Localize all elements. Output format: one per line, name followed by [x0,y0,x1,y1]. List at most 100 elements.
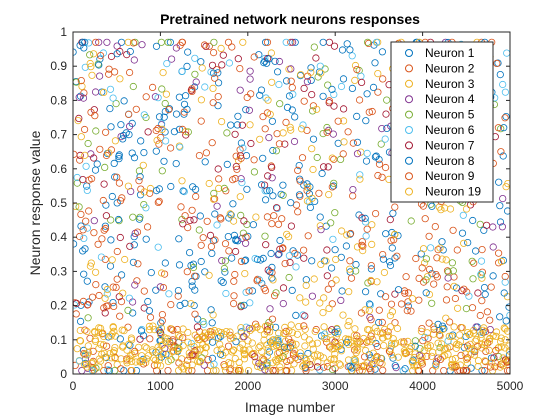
data-point [323,128,331,136]
data-point [456,337,465,345]
data-point [368,240,376,248]
data-point [109,323,117,332]
data-point [501,356,509,364]
data-point [84,314,92,322]
data-point [157,336,165,344]
data-point [320,323,328,331]
data-point [379,255,387,263]
data-point [92,38,100,46]
data-point [75,93,83,101]
data-point [444,268,452,276]
data-point [250,53,258,61]
data-point [204,330,212,338]
data-point [434,320,442,328]
data-point [120,326,128,335]
data-point [211,236,219,244]
data-point [349,139,357,147]
data-point [401,348,409,357]
data-point [136,213,144,221]
data-point [346,229,355,238]
data-point [209,311,217,319]
data-point [451,294,459,303]
data-point [183,268,191,276]
data-point [108,256,116,264]
data-point [391,203,399,211]
data-point [312,54,320,62]
data-point [256,135,264,143]
data-point [453,246,461,254]
data-point [197,96,205,104]
data-point [456,361,464,369]
data-point [178,177,186,185]
data-point [449,267,457,275]
data-point [274,220,283,228]
data-point [263,38,272,46]
data-point [367,265,375,273]
data-point [108,192,116,201]
data-point [377,354,385,362]
data-point [140,188,148,196]
data-point [169,347,177,356]
data-point [383,124,391,132]
data-point [319,38,327,46]
data-point [338,46,347,54]
data-point [386,216,394,224]
data-point [233,165,241,173]
data-point [188,206,196,214]
data-point [204,355,212,364]
data-point [411,350,419,358]
data-point [387,237,395,245]
data-point [260,336,268,344]
data-point [224,233,232,241]
data-point [90,217,98,225]
data-point [274,334,282,343]
data-point [140,111,148,119]
data-point [328,154,336,162]
data-point [496,202,504,210]
data-point [214,165,222,173]
data-point [367,276,375,285]
data-point [486,325,494,334]
data-point [131,281,139,289]
data-point [101,163,109,171]
data-point [270,292,279,300]
data-point [440,345,448,354]
data-point [155,113,164,121]
data-point [358,241,366,249]
data-point [230,346,238,354]
data-point [303,78,311,86]
data-point [83,277,91,285]
data-point [379,366,387,374]
data-point [91,327,99,336]
data-point [420,346,428,354]
data-point [255,51,263,59]
data-point [142,204,150,212]
data-point [230,292,238,300]
data-point [124,182,132,190]
data-point [114,215,123,224]
data-point [88,293,97,301]
data-point [93,160,101,168]
data-point [271,323,280,331]
data-point [294,208,302,216]
data-point [362,157,371,165]
data-point [86,334,94,342]
data-point [83,301,92,309]
data-point [234,55,242,63]
data-point [309,135,318,143]
data-point [83,224,92,232]
data-point [351,359,360,367]
data-point [448,332,456,340]
data-point [380,341,388,350]
data-point [120,97,128,105]
data-point [104,362,112,370]
data-point [397,300,406,308]
data-point [284,233,293,241]
data-point [256,326,264,334]
data-point [451,354,459,363]
data-point [208,139,216,147]
data-point [119,131,128,140]
data-point [175,261,184,269]
data-point [235,358,243,366]
data-point [401,365,409,373]
